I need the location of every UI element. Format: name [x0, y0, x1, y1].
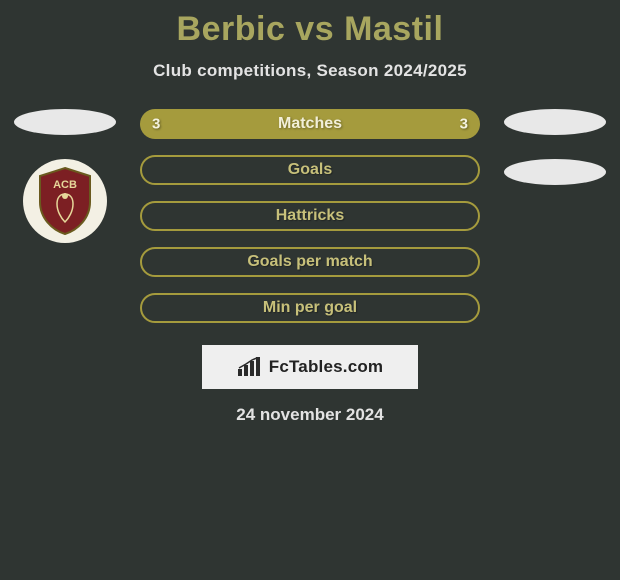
page-subtitle: Club competitions, Season 2024/2025 [0, 61, 620, 81]
stat-bars: 3 Matches 3 Goals Hattricks Goals per ma… [140, 109, 480, 323]
stat-right-value: 3 [460, 116, 468, 133]
stat-row-goals: Goals [140, 155, 480, 185]
footer-brand-text: FcTables.com [269, 357, 384, 377]
bars-chart-icon [237, 357, 263, 377]
page-title: Berbic vs Mastil [0, 0, 620, 49]
right-club-placeholder [504, 159, 606, 185]
stat-label: Goals [288, 161, 332, 179]
club-shield-icon: ACB [35, 166, 95, 236]
right-player-placeholder [504, 109, 606, 135]
footer-date: 24 november 2024 [0, 405, 620, 425]
stat-row-goals-per-match: Goals per match [140, 247, 480, 277]
stat-label: Min per goal [263, 299, 357, 317]
stat-label: Goals per match [247, 253, 372, 271]
stat-row-hattricks: Hattricks [140, 201, 480, 231]
stat-row-min-per-goal: Min per goal [140, 293, 480, 323]
svg-text:ACB: ACB [53, 179, 77, 191]
left-club-badge: ACB [23, 159, 107, 243]
right-column [500, 109, 610, 185]
stat-label: Matches [278, 115, 342, 133]
comparison-section: ACB 3 Matches 3 Goals Hattricks Goals pe… [0, 109, 620, 323]
stat-row-matches: 3 Matches 3 [140, 109, 480, 139]
stat-left-value: 3 [152, 116, 160, 133]
footer-brand-banner: FcTables.com [202, 345, 418, 389]
left-column: ACB [10, 109, 120, 243]
stat-label: Hattricks [276, 207, 344, 225]
left-player-placeholder [14, 109, 116, 135]
